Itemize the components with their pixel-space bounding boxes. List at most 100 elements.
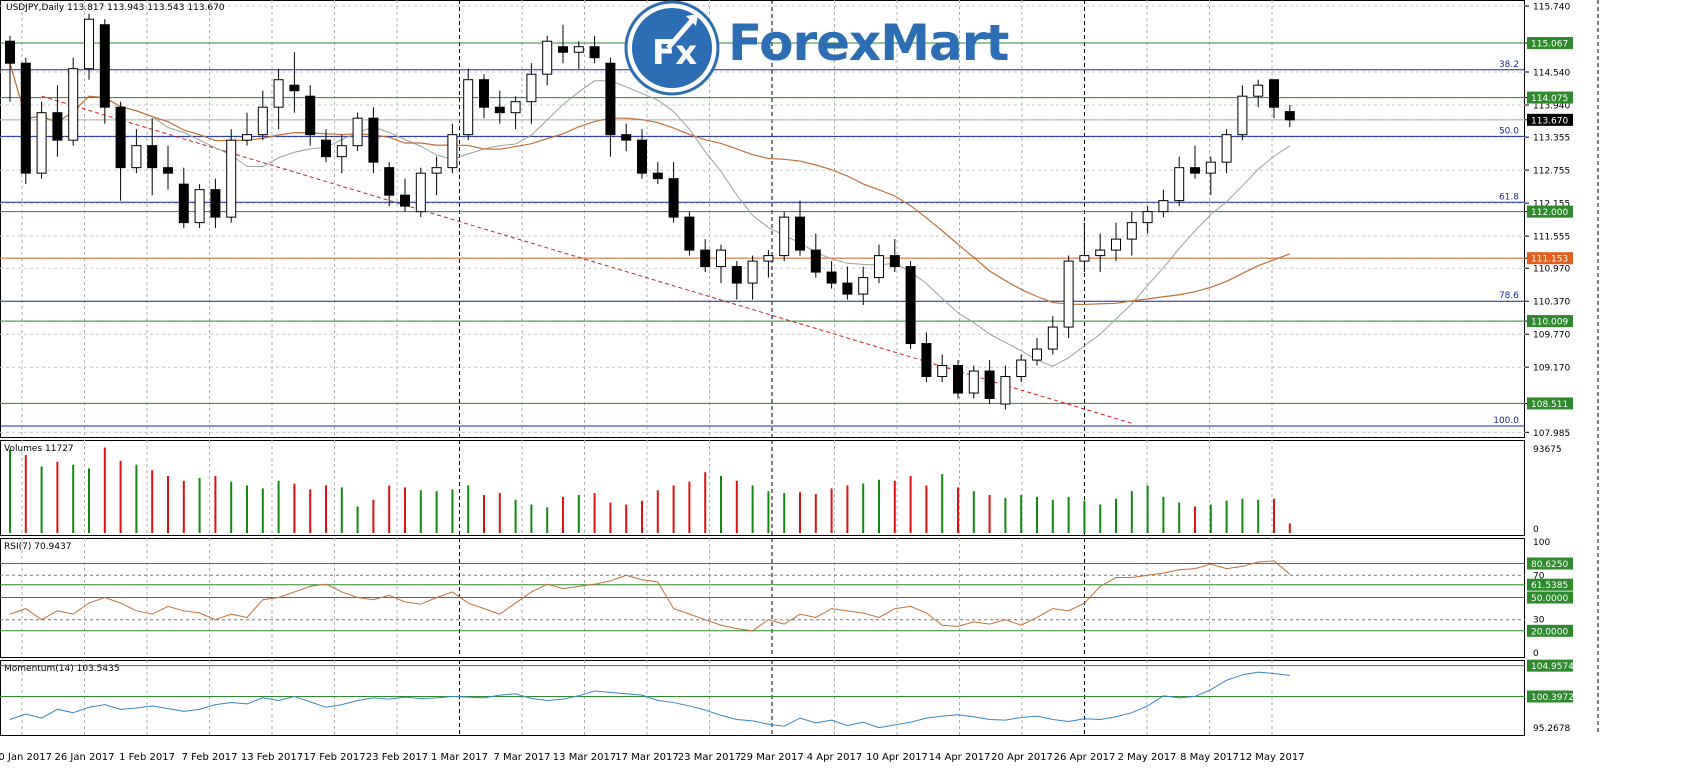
candle-bull [447, 134, 458, 169]
candle-bear [147, 145, 158, 169]
fibonacci-label: 50.0 [1499, 126, 1519, 136]
date-tick-label: 1 Feb 2017 [119, 752, 175, 763]
date-tick-label: 20 Apr 2017 [991, 752, 1053, 763]
rsi-line [9, 560, 1291, 632]
candle-bear [826, 271, 837, 284]
fibonacci-label: 78.6 [1499, 291, 1519, 301]
candle-bear [20, 62, 31, 174]
panel-frame [0, 440, 1525, 536]
date-tick-label: 17 Mar 2017 [615, 752, 678, 763]
volume-panel: Volumes 11727 [4, 444, 1291, 533]
candle-bull [131, 145, 142, 169]
candle-bear [1269, 79, 1279, 108]
rsi-level-tag [1527, 624, 1573, 637]
rsi-tick-label: 100 [1533, 538, 1550, 548]
momentum-panel: Momentum(14) 103.5435 [0, 664, 1525, 729]
date-tick-label: 12 May 2017 [1239, 752, 1304, 763]
support-level-tag-label: 115.067 [1531, 40, 1568, 50]
date-tick-label: 7 Feb 2017 [182, 752, 238, 763]
date-tick-label: 13 Mar 2017 [553, 752, 616, 763]
price-tick-label: 112.755 [1533, 167, 1570, 177]
momentum-line [9, 671, 1290, 729]
candle-bull [573, 46, 584, 53]
candle-bull [763, 255, 774, 262]
volume-label: Volumes 11727 [4, 444, 74, 454]
price-tick-label: 109.170 [1533, 364, 1570, 374]
candle-bull [937, 365, 948, 378]
main-grid [0, 0, 1599, 736]
candle-bear [494, 106, 505, 114]
price-tick-label: 110.370 [1533, 298, 1570, 308]
candlesticks [5, 13, 1295, 410]
candle-bull [463, 79, 474, 136]
candle-bear [52, 112, 63, 141]
candle-bear [637, 139, 647, 174]
rsi-level-tag-label: 61.5385 [1531, 581, 1568, 591]
candle-bear [99, 24, 110, 108]
candle-bull [257, 106, 268, 136]
date-tick-label: 10 Apr 2017 [866, 752, 928, 763]
candle-bull [36, 112, 47, 174]
price-tick-label: 112.155 [1533, 200, 1570, 210]
candle-bull [1047, 326, 1058, 350]
candle-bull [542, 40, 553, 75]
candle-bear [400, 194, 410, 207]
candle-bull [1079, 255, 1090, 262]
rsi-level-tag [1527, 557, 1573, 570]
momentum-tick-label: 95.2678 [1533, 724, 1570, 734]
price-tick-label: 107.985 [1533, 429, 1570, 439]
candle-bear [1284, 111, 1295, 121]
date-tick-label: 26 Apr 2017 [1054, 752, 1116, 763]
date-tick-label: 2 May 2017 [1118, 752, 1177, 763]
candle-bull [1253, 84, 1264, 97]
candle-bear [210, 189, 221, 218]
rsi-panel: RSI(7) 70.9437 [0, 542, 1525, 632]
rsi-level-tag [1527, 578, 1573, 591]
brand-logo: Fx ForexMart [624, 0, 1024, 96]
candle-bear [668, 178, 679, 218]
candle-bear [605, 62, 616, 136]
candle-bull [779, 216, 790, 257]
trend-line [41, 95, 1132, 424]
candle-bear [842, 282, 853, 295]
price-tick-label: 110.970 [1533, 265, 1570, 275]
candle-bear [621, 134, 632, 141]
candle-bull [1063, 260, 1074, 328]
candle-bull [1095, 249, 1106, 257]
candle-bear [731, 266, 742, 284]
date-tick-label: 1 Mar 2017 [431, 752, 488, 763]
rsi-level-tag-label: 50.0000 [1531, 594, 1568, 604]
support-level-tag-label: 108.511 [1531, 400, 1568, 410]
candle-bear [905, 266, 916, 345]
candle-bear [953, 365, 963, 394]
date-tick-label: 20 Jan 2017 [0, 752, 52, 763]
candle-bull [1174, 167, 1185, 202]
moving-average-slow-line [9, 63, 1291, 306]
candle-bull [1016, 359, 1027, 378]
candle-bear [289, 84, 300, 92]
candle-bull [1000, 376, 1011, 405]
rsi-label: RSI(7) 70.9437 [4, 542, 71, 552]
support-level-tag [1527, 91, 1573, 104]
date-tick-label: 4 Apr 2017 [807, 752, 862, 763]
candle-bear [163, 167, 173, 174]
candle-bull [1111, 238, 1121, 251]
rsi-level-tag-label: 80.6250 [1531, 560, 1568, 570]
support-level-tag-label: 110.009 [1531, 318, 1568, 328]
price-tick-label: 109.770 [1533, 331, 1570, 341]
volume-tick-label: 93675 [1533, 445, 1562, 455]
momentum-level-tag [1527, 659, 1573, 672]
fibonacci-label: 61.8 [1499, 192, 1519, 202]
price-levels: 38.2 50.0 61.8 78.6 100.0 [0, 42, 1525, 427]
date-tick-label: 8 May 2017 [1180, 752, 1239, 763]
panel-frame [0, 0, 1525, 438]
current-price-tag [1527, 113, 1573, 126]
date-tick-label: 13 Feb 2017 [241, 752, 303, 763]
candle-bull [68, 68, 79, 141]
candle-bull [874, 255, 884, 279]
candle-bull [415, 172, 426, 213]
candle-bear [589, 46, 600, 59]
support-level-tag-label: 111.153 [1531, 255, 1568, 265]
momentum-level-tag-label: 100.3972 [1531, 693, 1574, 703]
momentum-level-tag-label: 104.9574 [1531, 662, 1574, 672]
